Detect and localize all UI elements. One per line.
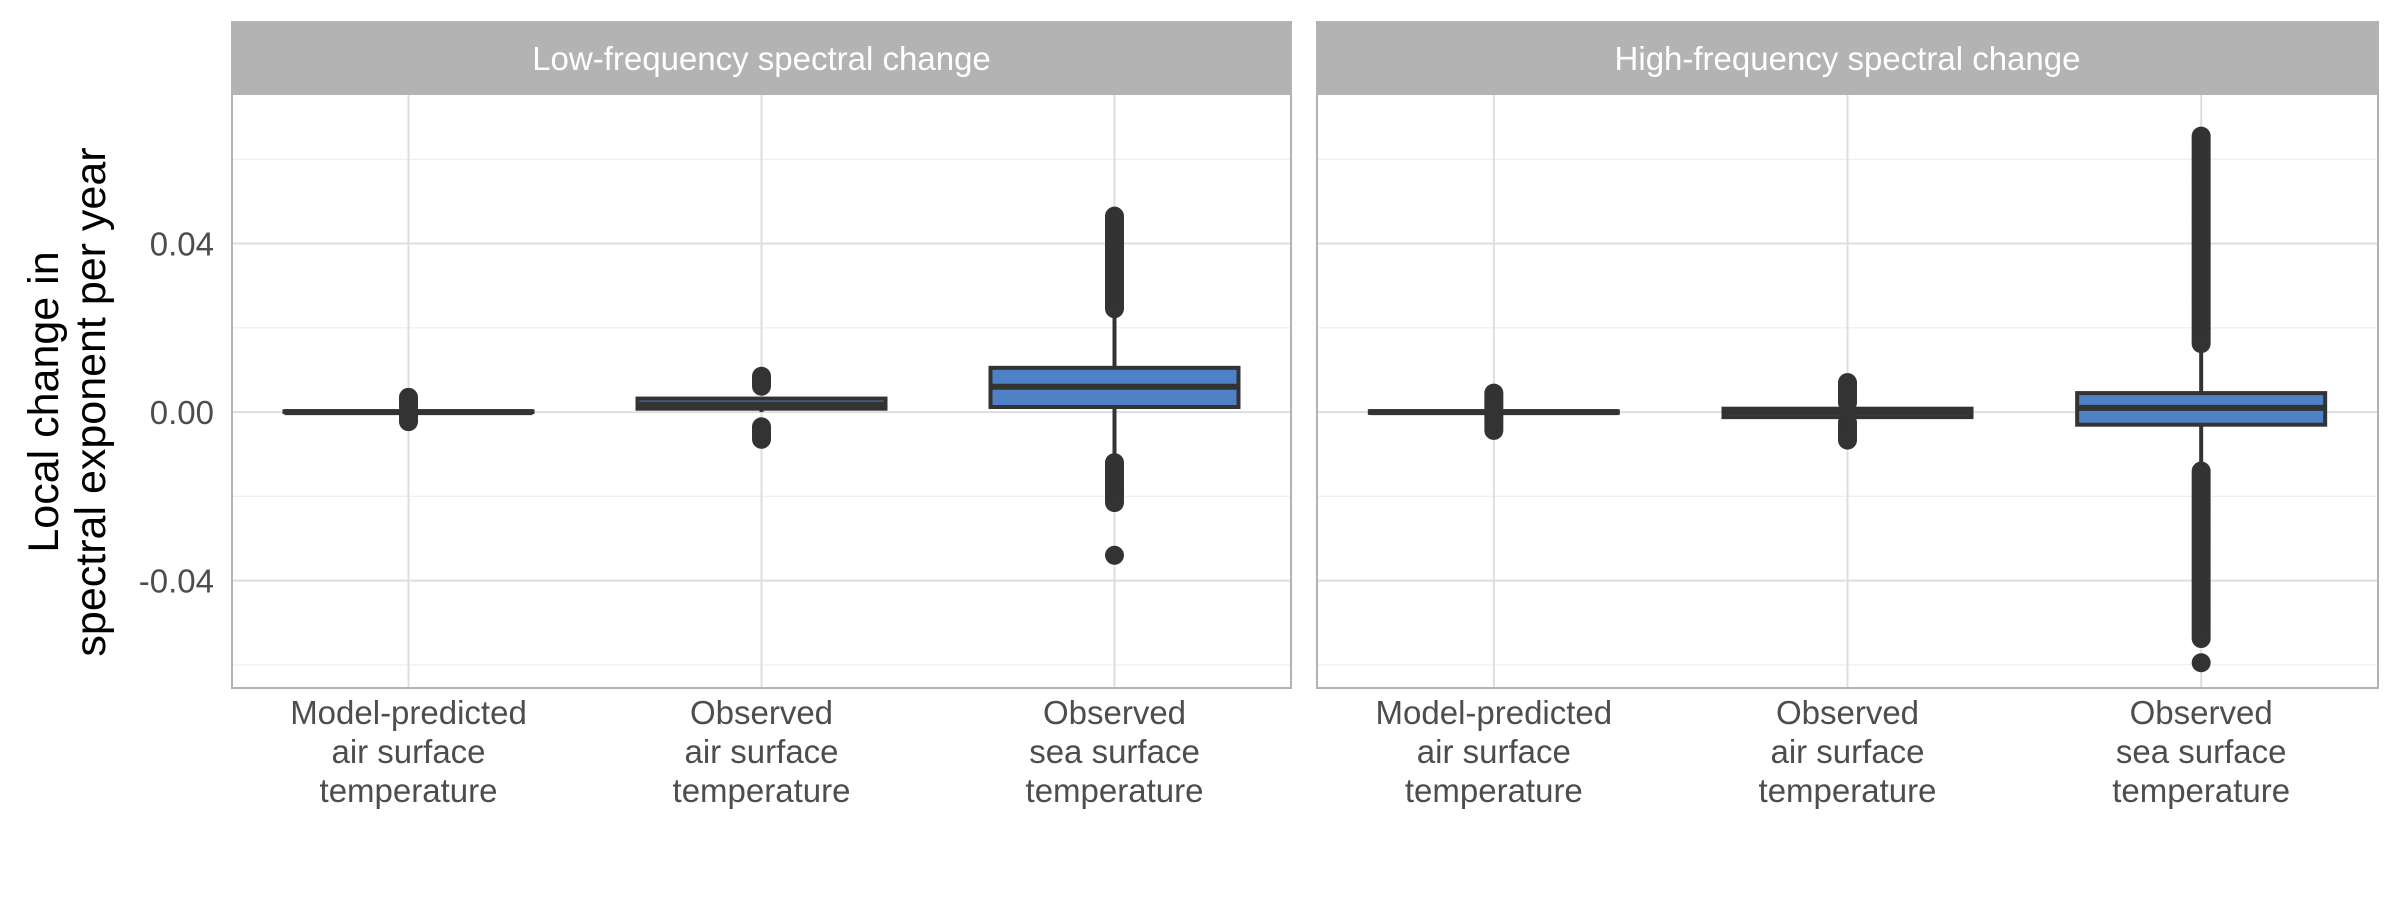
- y-axis-title: Local change in spectral exponent per ye…: [20, 147, 115, 656]
- outlier-point: [1105, 299, 1124, 319]
- x-tick-label-line: temperature: [1759, 772, 1937, 809]
- facet-panel: High-frequency spectral change Model-pred…: [1316, 21, 2379, 809]
- boxplot-2: [635, 366, 888, 449]
- facet-panel: Low-frequency spectral change Model-predi…: [231, 21, 1292, 809]
- y-tick-label: -0.04: [139, 563, 214, 600]
- x-tick-label-line: Observed: [1776, 694, 1919, 731]
- x-tick-label-line: temperature: [1405, 772, 1583, 809]
- x-tick-label-line: temperature: [320, 772, 498, 809]
- outlier-point: [2191, 629, 2211, 649]
- x-tick-label-line: Model-predicted: [290, 694, 527, 731]
- x-tick-label-line: air surface: [1417, 733, 1571, 770]
- x-tick-label-line: air surface: [684, 733, 838, 770]
- outlier-point: [752, 376, 771, 396]
- x-tick-label-line: air surface: [331, 733, 485, 770]
- x-tick-label-line: temperature: [2112, 772, 2290, 809]
- facet-strip: [231, 21, 1292, 95]
- outlier-point: [1105, 493, 1124, 513]
- boxplot-3: [988, 206, 1241, 565]
- y-tick-label: 0.04: [150, 226, 214, 263]
- x-tick-label-line: temperature: [1026, 772, 1204, 809]
- x-tick-label-line: temperature: [673, 772, 851, 809]
- facet-strip: [1316, 21, 2379, 95]
- x-tick-label-line: sea surface: [1029, 733, 1200, 770]
- boxplot-1: [1367, 383, 1620, 440]
- outlier-point: [399, 412, 418, 432]
- outlier-point: [1484, 420, 1504, 440]
- outlier-point: [1838, 430, 1857, 450]
- x-tick-label-line: Observed: [690, 694, 833, 731]
- x-tick-label-line: sea surface: [2116, 733, 2287, 770]
- facet-strip-title: Low-frequency spectral change: [532, 40, 991, 77]
- outlier-point: [1838, 393, 1857, 413]
- outlier-point: [1484, 398, 1504, 418]
- x-tick-label-line: Model-predicted: [1376, 694, 1613, 731]
- y-axis-title-line-2: spectral exponent per year: [67, 147, 115, 656]
- x-tick-label-line: Observed: [2130, 694, 2273, 731]
- x-tick-label-line: air surface: [1770, 733, 1924, 770]
- outlier-point: [2191, 334, 2211, 354]
- facet-strip-title: High-frequency spectral change: [1615, 40, 2081, 77]
- facet-panels: -0.04 0.00 0.04 Low-frequency spectral chan…: [139, 21, 2379, 809]
- outlier-point: [399, 397, 418, 417]
- outlier-point: [1105, 545, 1124, 565]
- outlier-point: [2191, 653, 2211, 673]
- boxplot-1: [282, 387, 535, 432]
- outlier-point: [752, 429, 771, 449]
- y-axis-title-line-1: Local change in: [20, 251, 68, 552]
- boxplot-2: [1721, 373, 1974, 450]
- x-tick-label-line: Observed: [1043, 694, 1186, 731]
- boxplot-3: [2075, 126, 2328, 673]
- y-tick-label: 0.00: [150, 394, 214, 431]
